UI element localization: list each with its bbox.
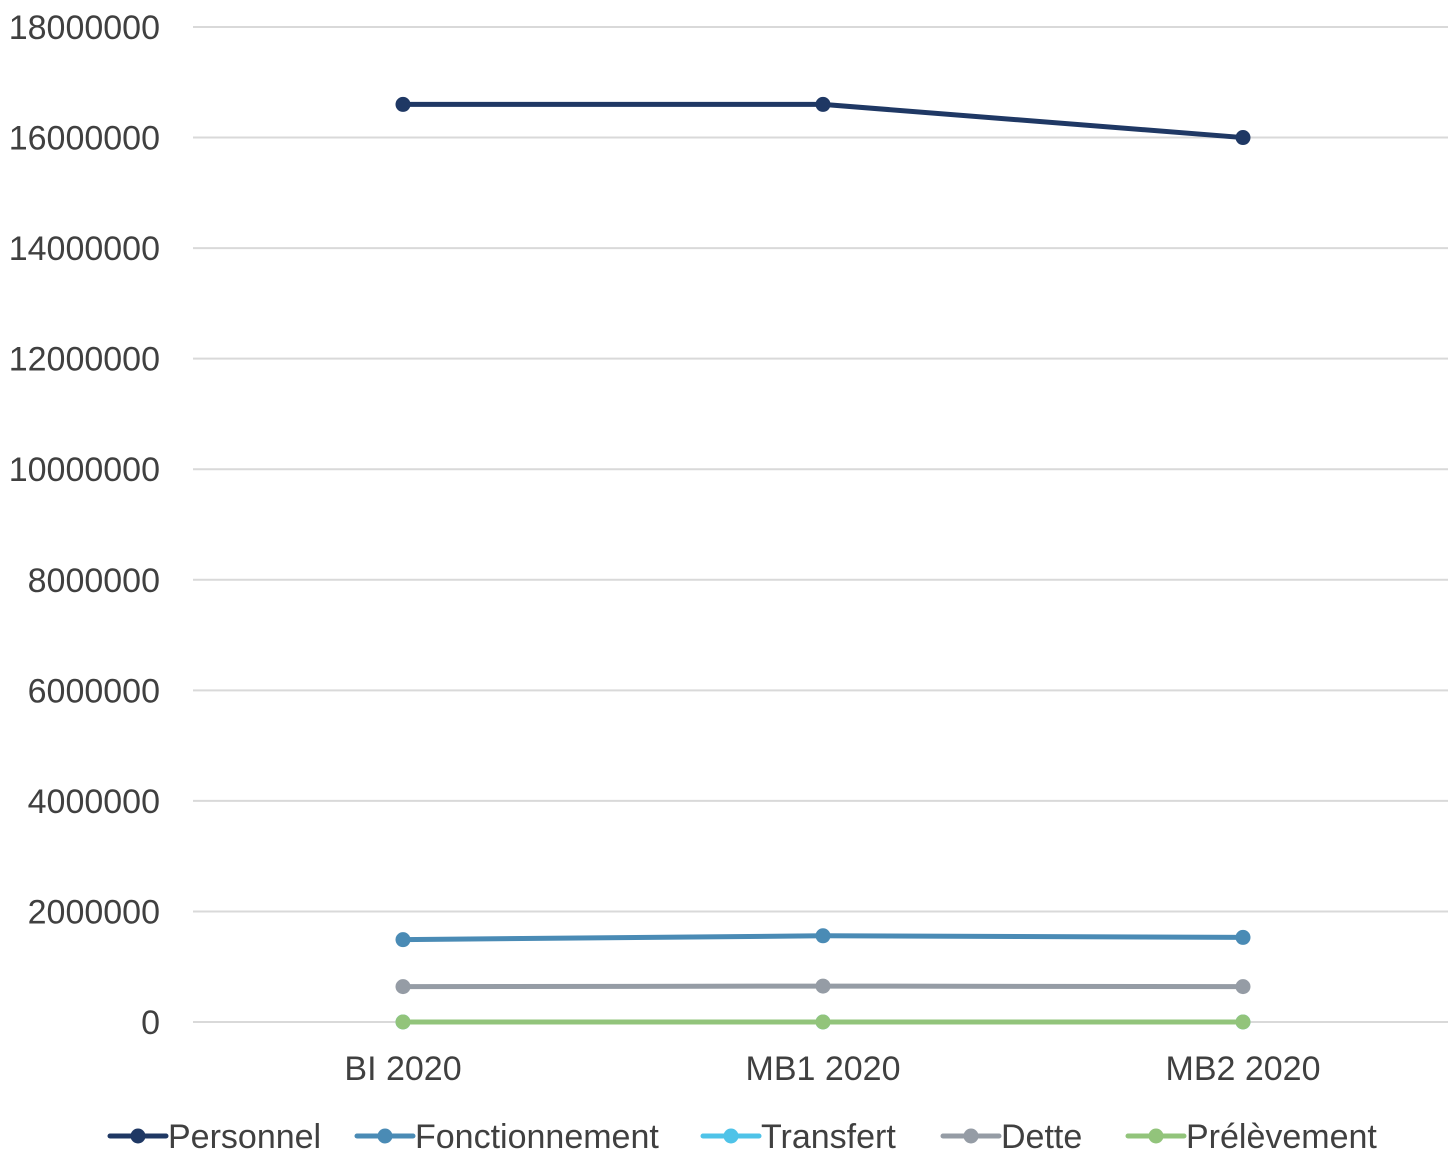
y-tick-label: 2000000 xyxy=(28,893,160,931)
legend-swatch-marker xyxy=(963,1128,979,1144)
legend-label: Prélèvement xyxy=(1186,1118,1377,1153)
legend-item-dette: Dette xyxy=(940,1118,1082,1153)
series-personnel xyxy=(395,96,1251,146)
x-axis-tick-labels: BI 2020 MB1 2020 MB2 2020 xyxy=(344,1050,1320,1088)
data-point xyxy=(815,96,831,112)
y-tick-label: 8000000 xyxy=(28,562,160,600)
x-tick-label: BI 2020 xyxy=(344,1050,461,1088)
data-point xyxy=(1235,130,1251,146)
data-point xyxy=(395,932,411,948)
x-tick-label: MB1 2020 xyxy=(746,1050,901,1088)
y-tick-label: 6000000 xyxy=(28,672,160,710)
data-point xyxy=(395,96,411,112)
x-tick-label: MB2 2020 xyxy=(1166,1050,1321,1088)
y-tick-label: 10000000 xyxy=(9,451,160,489)
data-point xyxy=(815,1014,831,1030)
data-point xyxy=(395,1014,411,1030)
data-point xyxy=(815,928,831,944)
y-tick-label: 4000000 xyxy=(28,783,160,821)
y-tick-label: 0 xyxy=(141,1004,160,1042)
data-point xyxy=(395,979,411,995)
y-tick-label: 12000000 xyxy=(9,341,160,379)
data-point xyxy=(1235,979,1251,995)
series-fonctionnement xyxy=(395,928,1251,948)
legend-item-prélèvement: Prélèvement xyxy=(1125,1118,1377,1153)
legend-item-fonctionnement: Fonctionnement xyxy=(354,1118,659,1153)
legend-swatch-marker xyxy=(723,1128,739,1144)
legend-label: Fonctionnement xyxy=(415,1118,659,1153)
y-tick-label: 16000000 xyxy=(9,120,160,158)
data-point xyxy=(1235,1014,1251,1030)
y-tick-label: 18000000 xyxy=(9,9,160,47)
legend-label: Personnel xyxy=(168,1118,321,1153)
legend-swatch-marker xyxy=(130,1128,146,1144)
legend-swatch-marker xyxy=(377,1128,393,1144)
y-axis-tick-labels: 0 2000000 4000000 6000000 8000000 10000000 120… xyxy=(9,9,160,1042)
legend-item-transfert: Transfert xyxy=(700,1118,896,1153)
series-dette xyxy=(395,978,1251,995)
y-tick-label: 14000000 xyxy=(9,230,160,268)
data-point xyxy=(815,978,831,994)
legend-item-personnel: Personnel xyxy=(107,1118,321,1153)
series-lines xyxy=(395,96,1251,1030)
legend-label: Transfert xyxy=(761,1118,896,1153)
legend-swatch-marker xyxy=(1148,1128,1164,1144)
legend-label: Dette xyxy=(1001,1118,1082,1153)
legend: Personnel Fonctionnement Transfert Dette Pré… xyxy=(107,1118,1377,1153)
series-prélèvement xyxy=(395,1014,1251,1030)
gridlines xyxy=(193,26,1448,1023)
data-point xyxy=(1235,929,1251,945)
